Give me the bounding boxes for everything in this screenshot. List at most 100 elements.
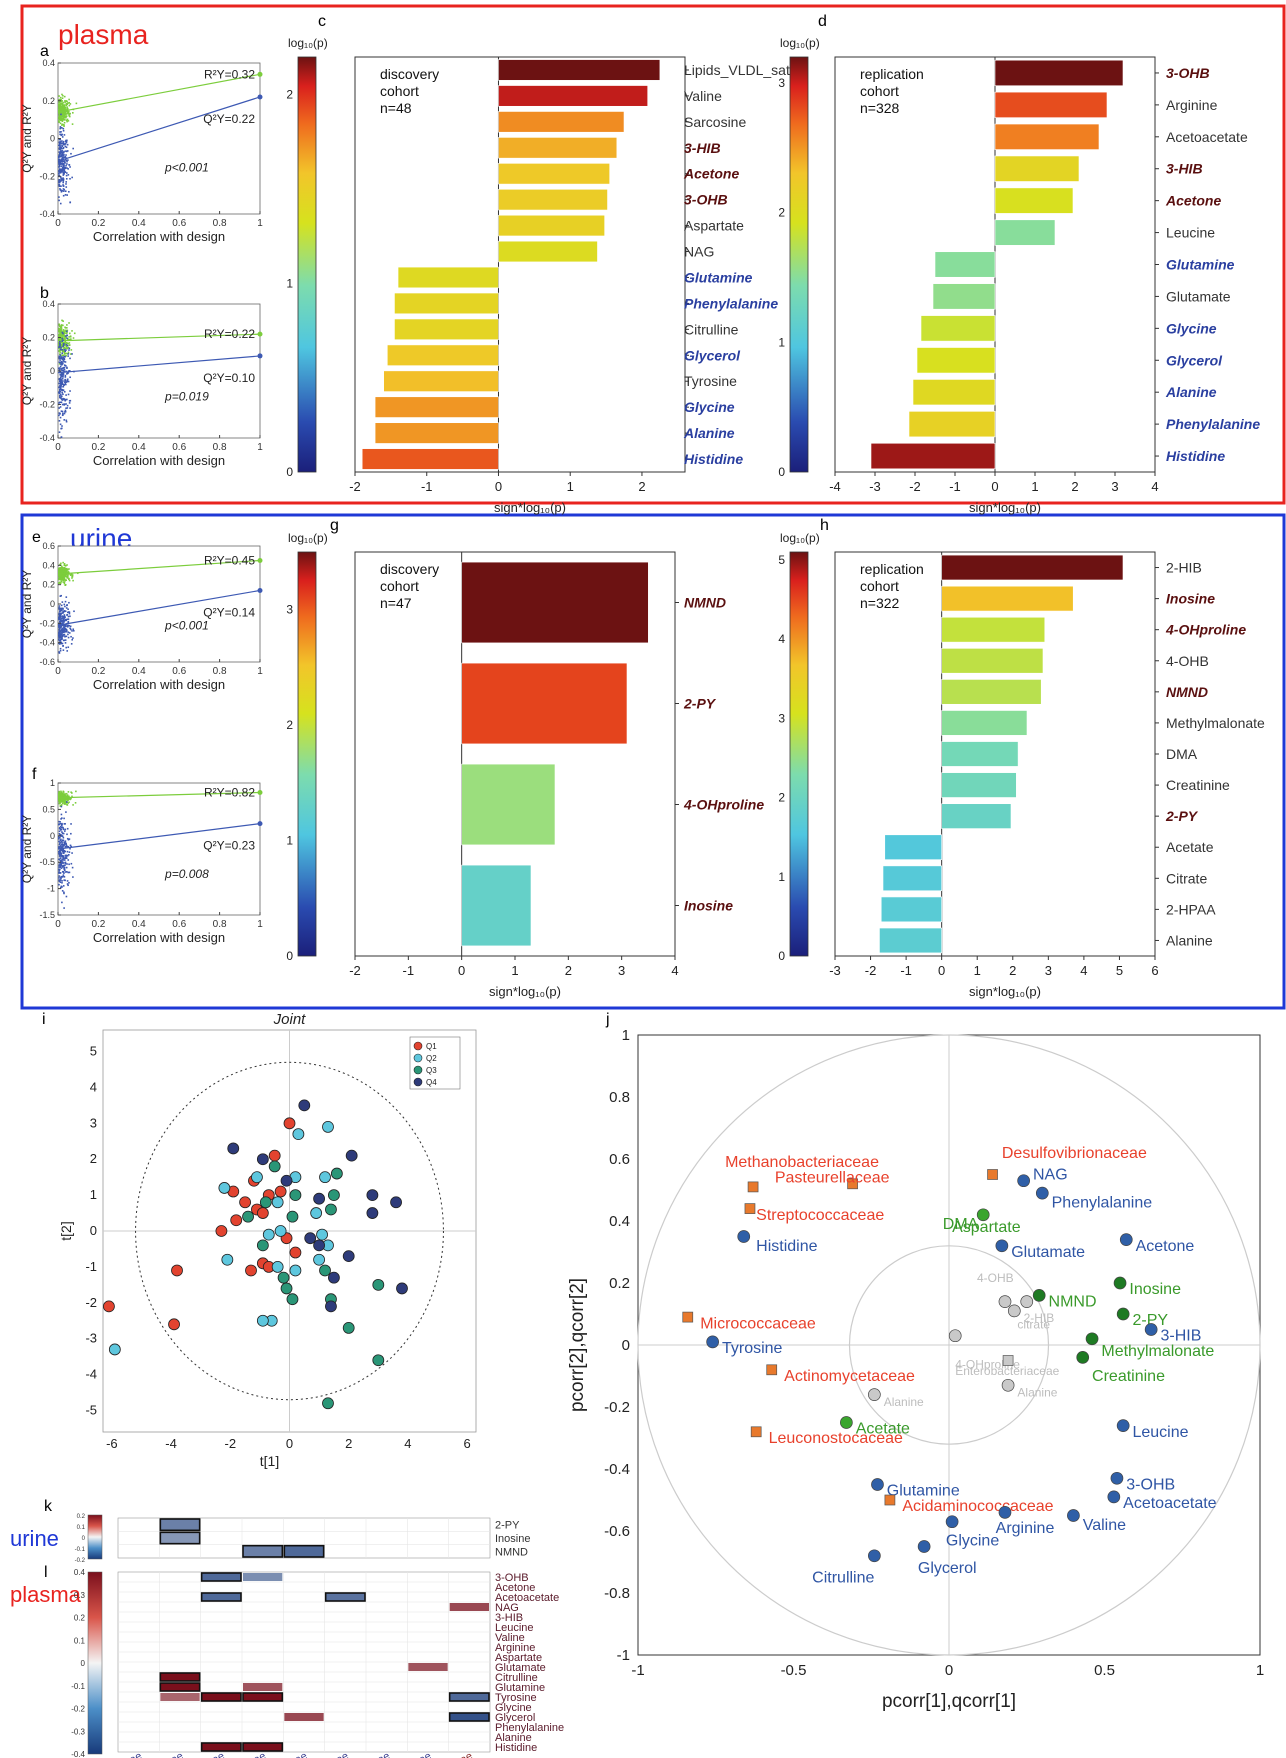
q2y-perm-point bbox=[59, 141, 62, 143]
q2y-perm-point bbox=[64, 624, 67, 627]
q2y-perm-point bbox=[58, 367, 60, 370]
q2y-perm-point bbox=[63, 343, 65, 345]
q2y-perm-point bbox=[68, 370, 71, 372]
heatmap-colorbar bbox=[87, 1514, 103, 1560]
loading-label: citrate bbox=[1017, 1317, 1050, 1331]
r2y-perm-point bbox=[58, 796, 61, 798]
row-label: Acetone bbox=[495, 1582, 535, 1594]
heatmap-cell bbox=[242, 1692, 284, 1702]
q2y-perm-point bbox=[61, 395, 63, 398]
y-tick-label: -0.5 bbox=[39, 857, 55, 867]
r2y-perm-point bbox=[58, 572, 60, 574]
q2y-perm-point bbox=[59, 147, 62, 150]
x-tick-label: -1 bbox=[421, 479, 433, 494]
r2y-perm-point bbox=[68, 336, 70, 338]
q2y-perm-point bbox=[59, 639, 62, 642]
bar bbox=[916, 347, 996, 374]
r2y-perm-point bbox=[73, 332, 76, 335]
q2y-regression-line bbox=[57, 823, 261, 850]
q2y-perm-point bbox=[61, 832, 64, 834]
r2y-perm-point bbox=[71, 577, 73, 579]
r2y-perm-point bbox=[63, 110, 66, 113]
legend-label: Q2 bbox=[426, 1054, 437, 1063]
q2y-perm-point bbox=[61, 835, 64, 838]
q2y-perm-point bbox=[59, 380, 62, 382]
q2y-perm-point bbox=[58, 625, 61, 627]
q2y-perm-point bbox=[62, 165, 65, 168]
q2y-perm-point bbox=[69, 407, 71, 409]
heatmap-cell bbox=[324, 1592, 366, 1602]
score-point bbox=[256, 1239, 269, 1252]
colorbar-tick-label: 1 bbox=[778, 335, 785, 349]
y-tick-label: 0.2 bbox=[42, 580, 55, 590]
q2y-perm-point bbox=[59, 828, 62, 830]
x-tick-label: 3 bbox=[618, 963, 625, 978]
r2y-perm-point bbox=[70, 338, 72, 340]
loading-square bbox=[747, 1181, 759, 1193]
x-tick-label: 0.2 bbox=[91, 442, 105, 453]
q2y-perm-point bbox=[60, 379, 63, 381]
q2y-perm-point bbox=[59, 864, 62, 867]
q2y-perm-point bbox=[61, 145, 64, 147]
score-point bbox=[313, 1253, 326, 1266]
r2y-perm-point bbox=[58, 576, 61, 579]
score-point bbox=[316, 1228, 328, 1241]
q2y-perm-point bbox=[58, 141, 61, 144]
q2y-perm-point bbox=[58, 840, 60, 843]
y-tick-label: 0.6 bbox=[42, 541, 55, 551]
colorbar bbox=[789, 56, 809, 473]
y-tick-label: 2 bbox=[90, 1151, 97, 1166]
q2y-perm-point bbox=[65, 343, 68, 346]
colorbar-tick-label: 0 bbox=[286, 949, 293, 963]
q2y-perm-point bbox=[63, 851, 65, 853]
r2y-perm-point bbox=[58, 108, 61, 111]
r2y-perm-point bbox=[59, 563, 61, 566]
q2y-perm-point bbox=[63, 412, 66, 415]
x-axis-title: sign*log₁₀(p) bbox=[969, 984, 1041, 999]
q2y-perm-point bbox=[59, 863, 61, 866]
colorbar bbox=[789, 551, 809, 957]
q2y-perm-point bbox=[59, 139, 62, 141]
loading-label: Actinomycetaceae bbox=[784, 1368, 915, 1385]
r2y-perm-point bbox=[60, 793, 63, 796]
x-tick-label: -2 bbox=[865, 963, 877, 978]
q2y-perm-point bbox=[61, 619, 63, 621]
q2y-perm-point bbox=[59, 395, 61, 397]
category-label: 2-HIB bbox=[1166, 560, 1202, 576]
loading-point bbox=[1017, 1174, 1030, 1188]
colorbar-tick-label: 0 bbox=[82, 1536, 86, 1542]
q2y-perm-point bbox=[65, 854, 67, 857]
q2y-perm-point bbox=[61, 601, 64, 603]
colorbar-tick-label: 4 bbox=[778, 632, 785, 646]
r2y-perm-point bbox=[65, 575, 68, 578]
q2y-perm-point bbox=[67, 854, 70, 856]
score-point bbox=[366, 1189, 379, 1202]
r2y-perm-point bbox=[64, 802, 67, 805]
q2y-perm-point bbox=[60, 380, 62, 382]
heatmap-cell bbox=[159, 1531, 201, 1545]
r2y-perm-point bbox=[59, 795, 61, 797]
r2y-perm-point bbox=[60, 578, 62, 581]
q2y-perm-point bbox=[64, 376, 67, 378]
panel-letter-j: j bbox=[605, 1011, 610, 1028]
row-label: Acetoacetate bbox=[495, 1592, 559, 1604]
q2y-perm-point bbox=[63, 634, 65, 636]
q2y-perm-point bbox=[65, 866, 68, 869]
x-tick-label: 6 bbox=[464, 1436, 471, 1451]
q2y-perm-point bbox=[59, 423, 62, 426]
q2y-perm-point bbox=[62, 649, 65, 651]
q2y-perm-point bbox=[64, 823, 66, 825]
x-tick-label: 0.6 bbox=[172, 919, 186, 930]
correlation-circle bbox=[637, 1034, 1261, 1656]
q2y-perm-point bbox=[66, 163, 68, 165]
q2y-perm-point bbox=[60, 361, 63, 364]
legend-marker bbox=[413, 1053, 423, 1063]
x-tick-label: 0.4 bbox=[132, 666, 146, 677]
q2y-perm-point bbox=[59, 834, 61, 836]
q2y-perm-point bbox=[61, 190, 64, 192]
r2y-perm-point bbox=[63, 337, 66, 340]
q2y-perm-point bbox=[61, 163, 64, 165]
r2y-perm-point bbox=[66, 577, 69, 579]
r2y-perm-point bbox=[64, 337, 67, 339]
q2y-perm-point bbox=[58, 407, 61, 409]
